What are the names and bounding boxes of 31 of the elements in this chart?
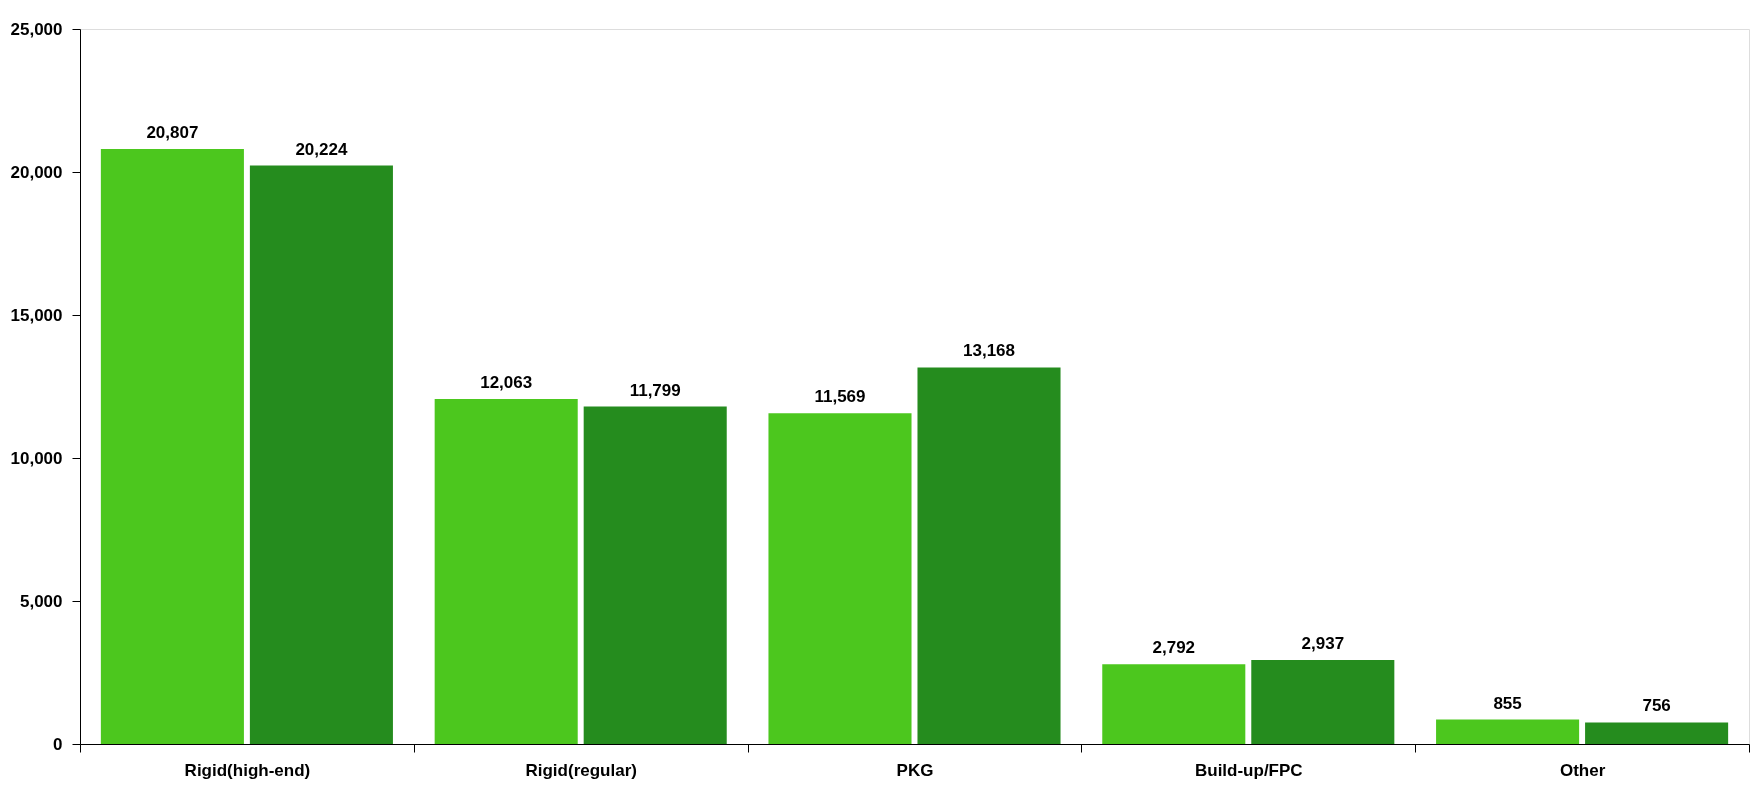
bar (1585, 722, 1729, 744)
bar (917, 367, 1061, 744)
data-label: 20,224 (295, 139, 348, 159)
bar (583, 406, 727, 744)
x-tick-label: Build-up/FPC (1194, 760, 1303, 780)
data-label: 11,569 (814, 387, 866, 407)
bar (768, 413, 912, 744)
bar (434, 399, 578, 744)
x-tick-label: Other (1559, 760, 1606, 780)
data-label: 20,807 (146, 122, 199, 142)
data-label: 855 (1493, 693, 1522, 713)
x-tick-label: PKG (896, 760, 934, 780)
bar (100, 148, 244, 744)
bar (1436, 719, 1580, 744)
bar (1102, 664, 1246, 744)
bar (249, 165, 393, 744)
data-label: 2,792 (1152, 638, 1196, 658)
x-tick-label: Rigid(high-end) (184, 760, 311, 780)
bar (1251, 660, 1395, 744)
data-label: 756 (1642, 696, 1671, 716)
data-label: 2,937 (1301, 634, 1345, 653)
data-label: 12,063 (480, 373, 533, 392)
y-tick-label: 10,000 (10, 448, 63, 468)
y-tick-label: 25,000 (10, 19, 63, 39)
x-tick-label: Rigid(regular) (525, 760, 637, 780)
data-label: 11,799 (629, 380, 681, 400)
y-tick-label: 5,000 (19, 591, 63, 611)
data-label: 13,168 (963, 341, 1016, 361)
y-tick-label: 15,000 (10, 305, 63, 325)
y-tick-label: 0 (53, 734, 63, 754)
y-tick-label: 20,000 (10, 162, 63, 182)
